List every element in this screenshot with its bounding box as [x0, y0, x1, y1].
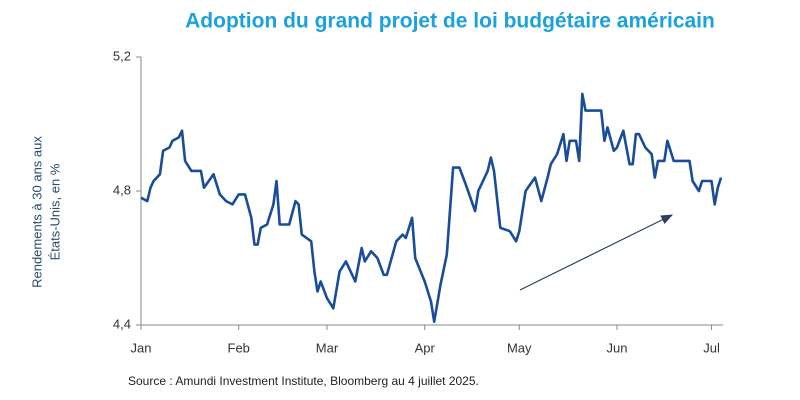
y-tick-label: 4,8: [113, 182, 131, 197]
source-note: Source : Amundi Investment Institute, Bl…: [128, 374, 479, 388]
x-tick-label: Jan: [131, 340, 152, 355]
x-tick-label: Feb: [228, 340, 250, 355]
x-tick-label: May: [507, 340, 532, 355]
chart-title: Adoption du grand projet de loi budgétai…: [185, 10, 715, 33]
y-axis-label: États-Unis, en %: [47, 163, 62, 260]
data-line: [140, 92, 723, 323]
x-tick-label: Apr: [415, 340, 436, 355]
y-tick-label: 4,4: [113, 316, 131, 331]
x-tick-label: Jun: [606, 340, 627, 355]
y-tick-label: 5,2: [113, 48, 131, 63]
x-tick-label: Jul: [703, 340, 720, 355]
y-axis-label: Rendements à 30 ans aux: [29, 136, 44, 288]
trend-arrow: [519, 214, 674, 291]
x-tick-label: Mar: [316, 340, 339, 355]
